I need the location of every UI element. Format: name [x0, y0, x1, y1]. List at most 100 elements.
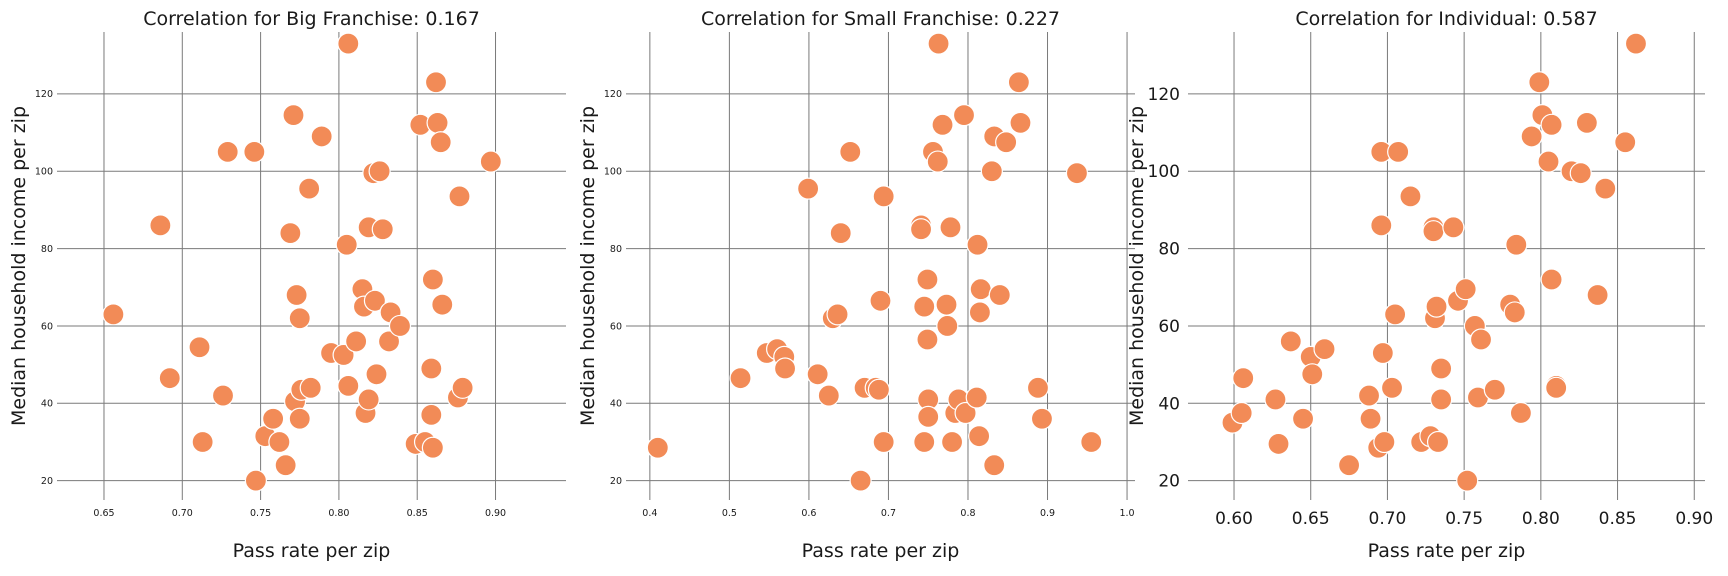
data-point — [448, 185, 471, 208]
data-point — [243, 140, 266, 164]
data-point — [299, 376, 322, 399]
y-tick-label: 80 — [1158, 240, 1180, 260]
data-point — [729, 367, 752, 390]
data-point — [288, 307, 311, 330]
data-point — [365, 363, 388, 386]
data-point — [388, 314, 412, 338]
data-point — [1301, 363, 1324, 386]
x-tick-label: 0.70 — [1369, 509, 1407, 529]
data-point — [1279, 330, 1302, 353]
data-point — [1575, 111, 1598, 134]
chart-title: Correlation for Small Franchise: 0.227 — [701, 8, 1060, 30]
data-point — [421, 268, 444, 291]
data-point — [872, 185, 895, 208]
y-tick-label: 40 — [1158, 394, 1180, 414]
data-point — [479, 150, 502, 173]
x-axis-label: Pass rate per zip — [1368, 540, 1526, 562]
data-point — [817, 384, 840, 407]
data-point — [191, 430, 214, 454]
y-tick-label: 100 — [604, 167, 622, 178]
y-tick-label: 40 — [610, 399, 622, 410]
y-tick-label: 120 — [35, 89, 53, 100]
x-tick-label: 0.4 — [642, 508, 657, 519]
data-point — [872, 430, 895, 454]
data-point — [1080, 430, 1103, 454]
y-tick-label: 20 — [610, 476, 622, 487]
y-tick-label: 100 — [1148, 162, 1180, 182]
data-point — [1528, 71, 1551, 94]
data-point — [646, 436, 669, 459]
data-point — [1313, 338, 1336, 361]
data-point — [274, 454, 297, 477]
x-tick-label: 0.7 — [881, 508, 896, 519]
data-point — [939, 216, 962, 239]
data-point — [357, 388, 380, 411]
x-tick-label: 0.80 — [328, 508, 349, 519]
data-point — [869, 289, 892, 312]
data-point — [867, 378, 891, 401]
scatter-panel-1: 0.65 0.70 0.75 0.80 0.85 0.90 20 40 60 80 100 120 Co… — [8, 8, 566, 562]
data-point — [285, 283, 308, 307]
data-point — [1430, 388, 1453, 411]
data-point — [368, 160, 391, 183]
data-point — [1586, 283, 1609, 307]
x-tick-label: 0.75 — [1445, 509, 1483, 529]
data-point — [426, 111, 449, 134]
data-point — [1430, 357, 1453, 380]
data-point — [216, 140, 239, 164]
data-point — [288, 407, 311, 430]
data-point — [1442, 216, 1465, 239]
y-tick-label: 80 — [41, 244, 53, 255]
y-tick-label: 20 — [41, 476, 53, 487]
data-point — [102, 303, 125, 326]
data-point — [1291, 407, 1315, 430]
data-point — [149, 214, 172, 237]
x-tick-label: 0.65 — [93, 508, 114, 519]
data-point — [773, 357, 797, 380]
x-tick-label: 1.0 — [1119, 508, 1134, 519]
data-point — [363, 289, 387, 312]
y-tick-label: 80 — [610, 244, 622, 255]
data-point — [337, 32, 360, 55]
data-point — [262, 407, 285, 430]
data-point — [829, 222, 852, 245]
x-tick-label: 0.5 — [722, 508, 737, 519]
data-point — [1065, 162, 1089, 185]
data-point — [797, 177, 820, 200]
x-tick-label: 0.80 — [1522, 509, 1560, 529]
y-tick-label: 100 — [35, 167, 53, 178]
data-point — [345, 330, 368, 353]
data-point — [916, 328, 939, 351]
data-point — [1454, 278, 1477, 301]
x-tick-label: 0.85 — [407, 508, 428, 519]
data-point — [244, 469, 268, 492]
data-point — [1545, 376, 1568, 399]
data-point — [952, 104, 976, 127]
data-point — [451, 376, 474, 399]
data-point — [849, 469, 872, 492]
data-point — [1337, 454, 1361, 477]
data-point — [1569, 162, 1592, 185]
data-point — [377, 330, 401, 353]
x-tick-label: 0.90 — [485, 508, 506, 519]
data-point — [279, 222, 302, 245]
data-point — [421, 436, 444, 459]
data-point — [1399, 185, 1422, 208]
data-point — [1357, 384, 1381, 407]
x-tick-label: 0.8 — [960, 508, 975, 519]
data-point — [431, 293, 454, 316]
data-point — [1426, 430, 1450, 454]
data-point — [1359, 407, 1382, 430]
x-axis-label: Pass rate per zip — [802, 540, 960, 562]
data-point — [1384, 303, 1407, 326]
data-point — [1456, 469, 1479, 492]
data-point — [420, 357, 443, 380]
data-point — [969, 278, 992, 301]
y-tick-label: 60 — [41, 321, 53, 332]
data-point — [1387, 140, 1410, 164]
data-point — [420, 403, 443, 427]
data-point — [268, 430, 291, 454]
data-point — [1509, 401, 1533, 425]
data-point — [1425, 295, 1448, 318]
data-point — [926, 150, 949, 173]
